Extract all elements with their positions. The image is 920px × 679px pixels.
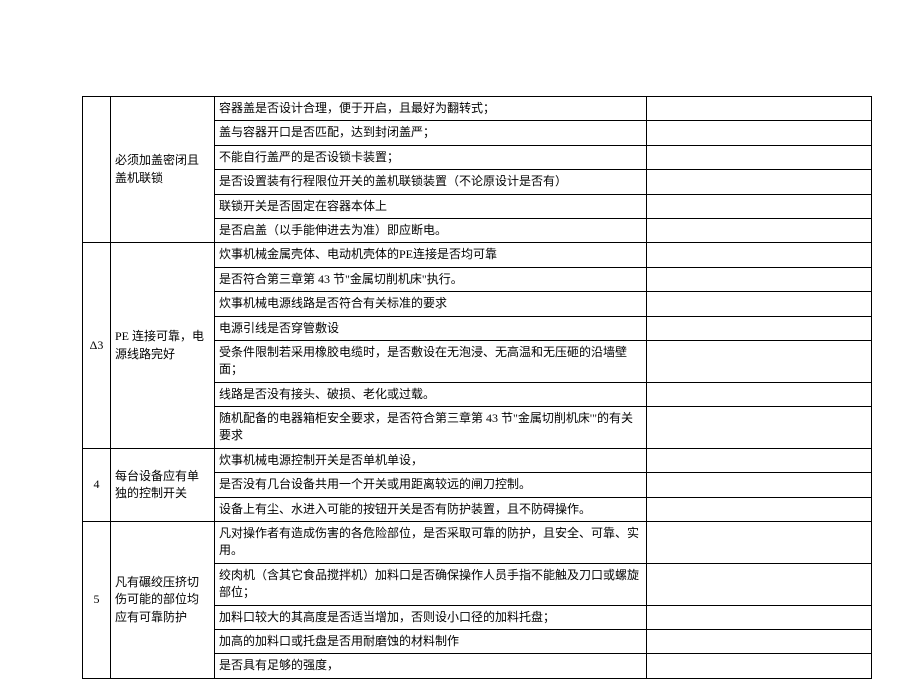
result-cell	[647, 145, 872, 169]
result-cell	[647, 448, 872, 472]
check-cell: 绞肉机（含其它食品搅拌机）加料口是否确保操作人员手指不能触及刀口或螺旋部位；	[215, 563, 647, 605]
check-cell: 随机配备的电器箱柜安全要求，是否符合第三章第 43 节"金属切削机床'"的有关要…	[215, 407, 647, 449]
check-cell: 是否具有足够的强度，	[215, 654, 647, 678]
check-cell: 凡对操作者有造成伤害的各危险部位，是否采取可靠的防护，且安全、可靠、实用。	[215, 522, 647, 564]
result-cell	[647, 522, 872, 564]
check-cell: 是否启盖（以手能伸进去为准）即应断电。	[215, 218, 647, 242]
inspection-table: 必须加盖密闭且盖机联锁容器盖是否设计合理，便于开启，且最好为翻转式；盖与容器开口…	[82, 96, 872, 679]
spec-cell: 每台设备应有单独的控制开关	[111, 448, 215, 521]
check-cell: 受条件限制若采用橡胶电缆时，是否敷设在无泡浸、无高温和无压砸的沿墙壁面；	[215, 340, 647, 382]
check-cell: 联锁开关是否固定在容器本体上	[215, 194, 647, 218]
result-cell	[647, 382, 872, 406]
table-row: 4每台设备应有单独的控制开关炊事机械电源控制开关是否单机单设，	[83, 448, 872, 472]
check-cell: 盖与容器开口是否匹配，达到封闭盖严；	[215, 121, 647, 145]
result-cell	[647, 654, 872, 678]
check-cell: 容器盖是否设计合理，便于开启，且最好为翻转式；	[215, 97, 647, 121]
page: 必须加盖密闭且盖机联锁容器盖是否设计合理，便于开启，且最好为翻转式；盖与容器开口…	[0, 0, 920, 651]
result-cell	[647, 121, 872, 145]
result-cell	[647, 473, 872, 497]
result-cell	[647, 170, 872, 194]
result-cell	[647, 218, 872, 242]
check-cell: 线路是否没有接头、破损、老化或过载。	[215, 382, 647, 406]
result-cell	[647, 97, 872, 121]
check-cell: 设备上有尘、水进入可能的按钮开关是否有防护装置，且不防碍操作。	[215, 497, 647, 521]
result-cell	[647, 243, 872, 267]
result-cell	[647, 563, 872, 605]
check-cell: 不能自行盖严的是否设锁卡装置；	[215, 145, 647, 169]
row-index	[83, 97, 111, 243]
result-cell	[647, 340, 872, 382]
result-cell	[647, 497, 872, 521]
table-row: 必须加盖密闭且盖机联锁容器盖是否设计合理，便于开启，且最好为翻转式；	[83, 97, 872, 121]
table-row: Δ3PE 连接可靠，电源线路完好炊事机械金属壳体、电动机壳体的PE连接是否均可靠	[83, 243, 872, 267]
check-cell: 加料口较大的其高度是否适当增加，否则设小口径的加料托盘；	[215, 605, 647, 629]
check-cell: 是否设置装有行程限位开关的盖机联锁装置（不论原设计是否有）	[215, 170, 647, 194]
row-index: 5	[83, 522, 111, 679]
result-cell	[647, 629, 872, 653]
table-row: 5凡有碾绞压挤切伤可能的部位均应有可靠防护凡对操作者有造成伤害的各危险部位，是否…	[83, 522, 872, 564]
check-cell: 炊事机械电源控制开关是否单机单设，	[215, 448, 647, 472]
row-index: 4	[83, 448, 111, 521]
check-cell: 加高的加料口或托盘是否用耐磨蚀的材料制作	[215, 629, 647, 653]
result-cell	[647, 316, 872, 340]
spec-cell: PE 连接可靠，电源线路完好	[111, 243, 215, 449]
check-cell: 炊事机械电源线路是否符合有关标准的要求	[215, 292, 647, 316]
check-cell: 炊事机械金属壳体、电动机壳体的PE连接是否均可靠	[215, 243, 647, 267]
result-cell	[647, 605, 872, 629]
check-cell: 电源引线是否穿管敷设	[215, 316, 647, 340]
spec-cell: 凡有碾绞压挤切伤可能的部位均应有可靠防护	[111, 522, 215, 679]
result-cell	[647, 267, 872, 291]
check-cell: 是否没有几台设备共用一个开关或用距离较远的闸刀控制。	[215, 473, 647, 497]
result-cell	[647, 194, 872, 218]
row-index: Δ3	[83, 243, 111, 449]
result-cell	[647, 292, 872, 316]
spec-cell: 必须加盖密闭且盖机联锁	[111, 97, 215, 243]
result-cell	[647, 407, 872, 449]
check-cell: 是否符合第三章第 43 节"金属切削机床"执行。	[215, 267, 647, 291]
